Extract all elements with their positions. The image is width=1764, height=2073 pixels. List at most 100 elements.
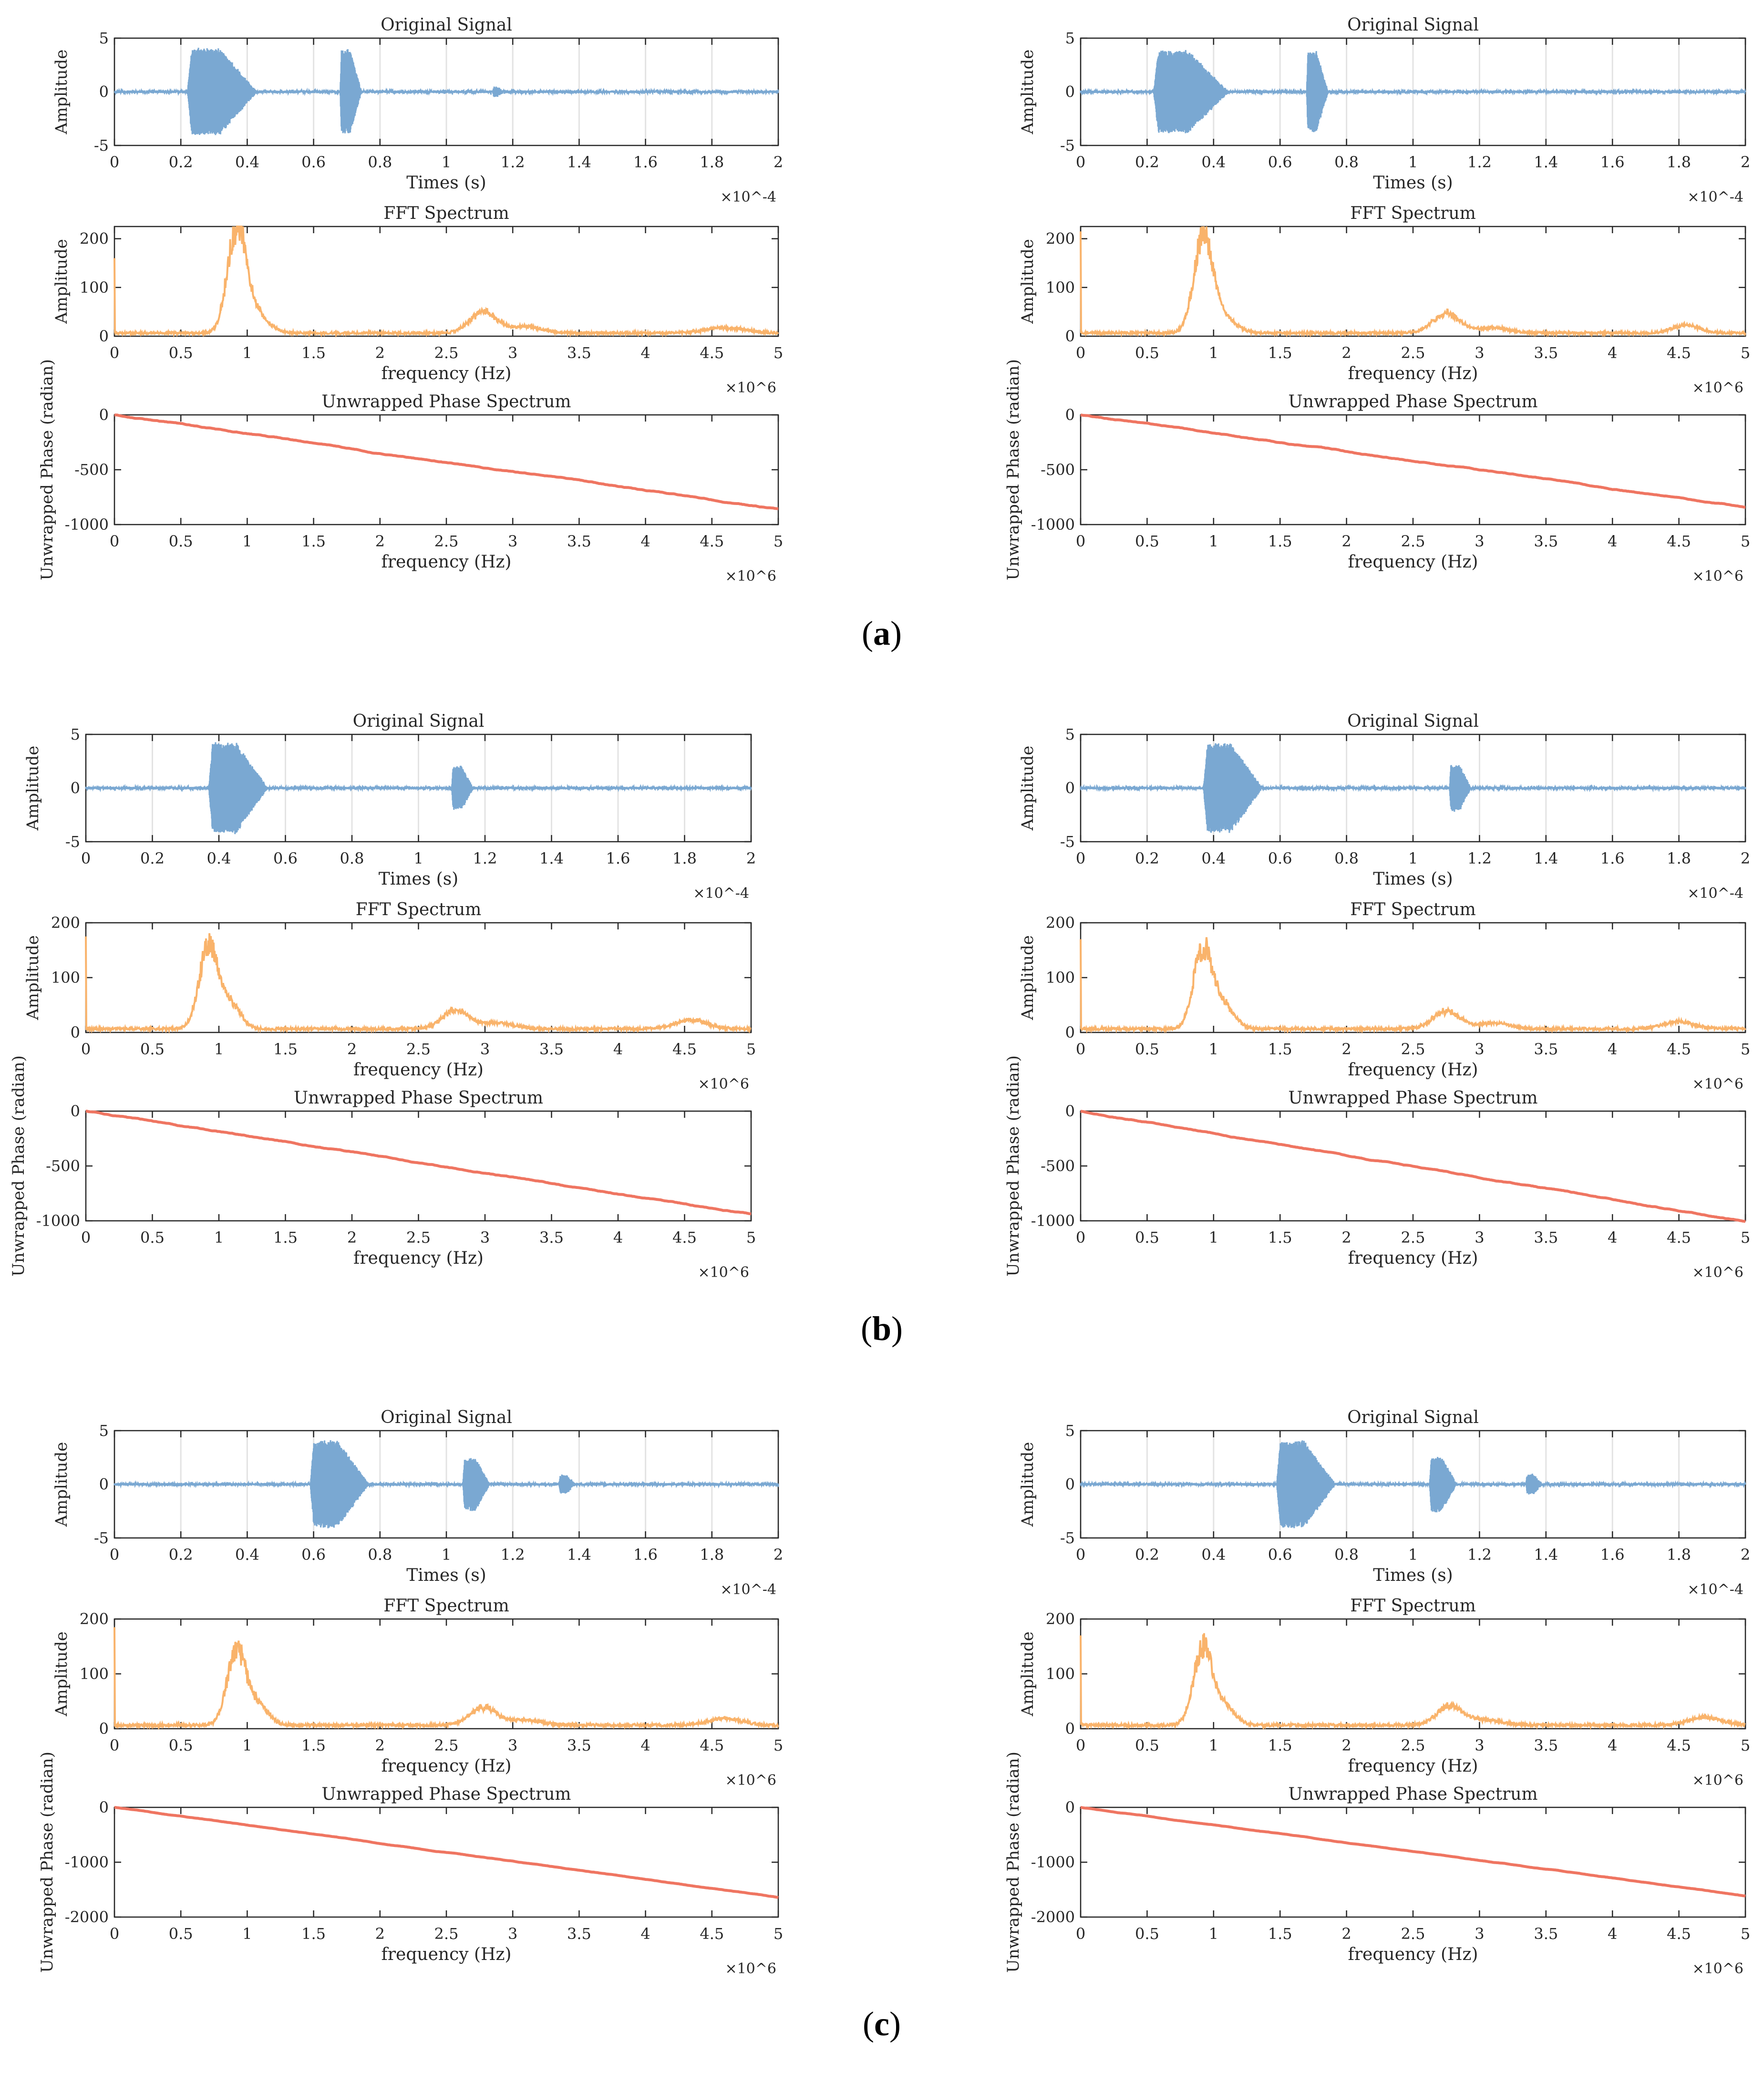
x-tick-label: 0.5	[140, 1040, 165, 1058]
x-tick-label: 0	[110, 1546, 119, 1564]
x-tick-label: 2	[774, 1546, 783, 1564]
signal-series-line	[114, 48, 779, 135]
x-tick-label: 1	[1408, 849, 1418, 867]
x-tick-label: 2.5	[1401, 1736, 1425, 1754]
y-tick-label: -5	[1060, 136, 1075, 155]
phase-ylabel: Unwrapped Phase (radian)	[38, 359, 57, 580]
phase-series-line	[1080, 1806, 1746, 1898]
x-tick-label: 1.5	[1268, 532, 1292, 550]
fft-xlabel: frequency (Hz)	[382, 1756, 512, 1776]
phase-ylabel: Unwrapped Phase (radian)	[1004, 359, 1023, 580]
x-tick-label: 0.5	[140, 1228, 165, 1247]
x-tick-label: 3.5	[1534, 1040, 1558, 1058]
x-exponent-label: ×10^6	[698, 1076, 749, 1093]
y-tick-label: 200	[1046, 230, 1075, 248]
signal-ylabel: Amplitude	[1018, 746, 1037, 831]
x-tick-label: 0.6	[301, 153, 326, 171]
phase-plot: 0 0.5 1 1.5 2 2.5 3 3.5 4 4.5 5 -1000 -500 0 Unwrapped…	[9, 1055, 756, 1281]
x-tick-label: 1.2	[1467, 153, 1492, 171]
signal-series-line	[85, 742, 752, 835]
phase-xlabel: frequency (Hz)	[382, 552, 512, 572]
fft-plot: 0 0.5 1 1.5 2 2.5 3 3.5 4 4.5 5 0 100 200 FFT Spectrum…	[23, 900, 756, 1093]
x-tick-label: 2	[1341, 1736, 1351, 1754]
signal-plot: 0 0.2 0.4 0.6 0.8 1 1.2 1.4 1.6 1.8 2-505Original …	[1018, 712, 1750, 902]
axes-frame	[85, 922, 752, 1033]
signal-plot: 0 0.2 0.4 0.6 0.8 1 1.2 1.4 1.6 1.8 2-505Original …	[52, 15, 783, 206]
x-tick-label: 3	[1475, 1925, 1484, 1943]
axes-frame	[113, 414, 779, 526]
x-tick-label: 0	[1076, 1736, 1085, 1754]
fft-ylabel: Amplitude	[1018, 239, 1037, 324]
x-tick-label: 0.4	[1201, 849, 1226, 867]
x-tick-label: 1.4	[1534, 849, 1558, 867]
x-tick-label: 4	[1608, 1228, 1617, 1247]
x-exponent-label: ×10^6	[725, 568, 776, 585]
phase-series-line	[114, 1806, 779, 1899]
y-tick-label: 0	[1065, 1023, 1075, 1042]
signal-title: Original Signal	[1347, 712, 1479, 731]
y-tick-label: 200	[80, 230, 109, 248]
x-tick-label: 0.8	[1334, 849, 1359, 867]
x-tick-label: 0.5	[1135, 344, 1159, 362]
y-tick-label: 5	[1065, 29, 1075, 47]
x-exponent-label: ×10^-4	[1687, 189, 1743, 206]
x-tick-label: 0.2	[169, 1546, 193, 1564]
x-tick-label: 1	[413, 849, 423, 867]
axes-frame	[113, 226, 779, 337]
fft-plot: 0 0.5 1 1.5 2 2.5 3 3.5 4 4.5 5 0 100 200 FFT Spectrum…	[52, 1596, 783, 1789]
y-tick-label: 0	[1065, 406, 1075, 424]
x-tick-label: 5	[1741, 344, 1750, 362]
x-tick-label: 3.5	[1534, 1228, 1558, 1247]
phase-series-line	[1080, 1110, 1746, 1223]
x-tick-label: 1	[1209, 1040, 1218, 1058]
x-tick-label: 0.5	[169, 532, 193, 550]
x-tick-label: 1.5	[301, 1925, 326, 1943]
y-tick-label: 100	[1046, 278, 1075, 297]
signal-ylabel: Amplitude	[52, 50, 71, 135]
x-tick-label: 5	[774, 1736, 783, 1754]
chart-b-left: 0 0.2 0.4 0.6 0.8 1 1.2 1.4 1.6 1.8 2-505Original …	[9, 712, 756, 1281]
x-tick-label: 0	[81, 1228, 91, 1247]
x-tick-label: 0.6	[301, 1546, 326, 1564]
x-tick-label: 4	[640, 1736, 650, 1754]
x-tick-label: 0.4	[207, 849, 231, 867]
fft-title: FFT Spectrum	[1350, 1596, 1476, 1616]
x-tick-label: 1.5	[301, 532, 326, 550]
y-tick-label: -5	[94, 136, 109, 155]
x-tick-label: 0	[110, 1736, 119, 1754]
x-tick-label: 4	[640, 344, 650, 362]
y-tick-label: -1000	[65, 516, 109, 534]
x-tick-label: 2	[1341, 532, 1351, 550]
x-tick-label: 3	[508, 344, 517, 362]
x-tick-label: 5	[1741, 532, 1750, 550]
x-tick-label: 2.5	[1401, 344, 1425, 362]
x-tick-label: 0.2	[1135, 1546, 1159, 1564]
x-tick-label: 0.5	[1135, 1228, 1159, 1247]
x-tick-label: 1.8	[1667, 849, 1691, 867]
y-tick-label: -500	[1041, 1157, 1075, 1175]
caption-close-paren: )	[889, 2005, 901, 2043]
phase-plot: 0 0.5 1 1.5 2 2.5 3 3.5 4 4.5 5 -1000 -500 0 Unwrapped…	[1004, 1055, 1750, 1281]
fft-series-line	[1080, 226, 1746, 338]
signal-xlabel: Times (s)	[1373, 869, 1453, 889]
fft-xlabel: frequency (Hz)	[353, 1060, 484, 1080]
x-tick-label: 4.5	[672, 1228, 697, 1247]
fft-title: FFT Spectrum	[356, 900, 482, 919]
x-tick-label: 2	[1741, 153, 1750, 171]
x-tick-label: 4.5	[1667, 1228, 1691, 1247]
phase-series-line	[1080, 413, 1745, 509]
x-tick-label: 1.5	[1268, 1736, 1292, 1754]
x-tick-label: 2.5	[406, 1040, 431, 1058]
y-tick-label: 0	[99, 406, 109, 424]
signal-series-line	[1080, 743, 1746, 833]
panel-caption-c: (c)	[863, 2005, 901, 2043]
axes-frame	[1080, 414, 1746, 526]
signal-xlabel: Times (s)	[406, 1566, 486, 1585]
signal-title: Original Signal	[353, 712, 485, 731]
x-tick-label: 1.8	[672, 849, 697, 867]
y-tick-label: 100	[51, 969, 80, 987]
x-tick-label: 3.5	[1534, 344, 1558, 362]
y-tick-label: 0	[1065, 1475, 1075, 1494]
x-tick-label: 1	[214, 1228, 224, 1247]
phase-plot: 0 0.5 1 1.5 2 2.5 3 3.5 4 4.5 5 -1000 -500 0 Unwrapped…	[1004, 359, 1750, 585]
